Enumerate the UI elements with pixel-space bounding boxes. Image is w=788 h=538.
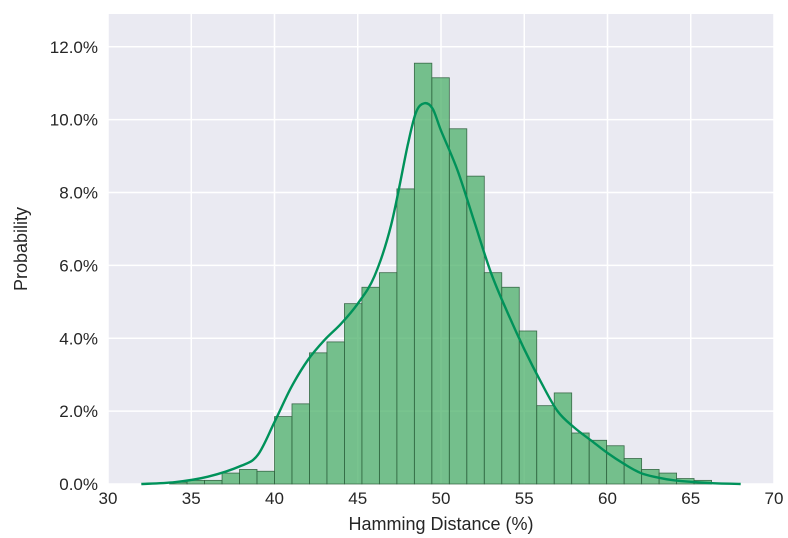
histogram-bar <box>553 392 573 485</box>
histogram-bar <box>378 272 398 485</box>
x-tick-label: 30 <box>99 489 118 508</box>
kde-curve <box>141 101 741 486</box>
histogram-bar <box>309 352 328 485</box>
y-axis-label: Probability <box>11 207 31 291</box>
histogram-bar <box>431 77 450 485</box>
x-tick-label: 65 <box>681 489 700 508</box>
x-tick-label: 55 <box>515 489 534 508</box>
histogram-bar <box>291 403 310 485</box>
y-tick-label: 4.0% <box>59 329 98 348</box>
histogram-bar <box>606 445 625 485</box>
histogram-bar <box>536 405 555 485</box>
y-axis-ticks: 0.0% 2.0% 4.0% 6.0% 8.0% 10.0% 12.0% <box>50 38 98 494</box>
y-tick-label: 10.0% <box>50 111 98 130</box>
y-tick-label: 8.0% <box>59 184 98 203</box>
x-tick-label: 60 <box>598 489 617 508</box>
histogram-bar <box>571 432 590 485</box>
x-tick-label: 40 <box>265 489 284 508</box>
histogram-bar <box>239 469 258 485</box>
histogram-bar <box>204 479 223 485</box>
histogram-bar <box>361 286 380 485</box>
histogram-bar <box>518 330 538 485</box>
histogram-bar <box>483 272 503 485</box>
histogram-bar <box>413 62 433 485</box>
x-tick-label: 70 <box>765 489 784 508</box>
x-tick-label: 45 <box>348 489 367 508</box>
y-tick-label: 2.0% <box>59 402 98 421</box>
x-tick-label: 35 <box>182 489 201 508</box>
histogram-bar <box>448 128 468 485</box>
histogram-bar <box>221 472 240 485</box>
x-axis-label: Hamming Distance (%) <box>348 514 533 534</box>
y-tick-label: 12.0% <box>50 38 98 57</box>
y-tick-label: 6.0% <box>59 256 98 275</box>
histogram-bar <box>344 303 363 485</box>
histogram-bar <box>256 470 275 485</box>
x-tick-label: 50 <box>432 489 451 508</box>
histogram-bar <box>326 341 345 485</box>
y-tick-label: 0.0% <box>59 475 98 494</box>
x-axis-ticks: 30 35 40 45 50 55 60 65 70 <box>99 489 784 508</box>
histogram-bar <box>274 416 293 485</box>
histogram-bar <box>396 188 415 485</box>
histogram-bars <box>169 62 712 485</box>
